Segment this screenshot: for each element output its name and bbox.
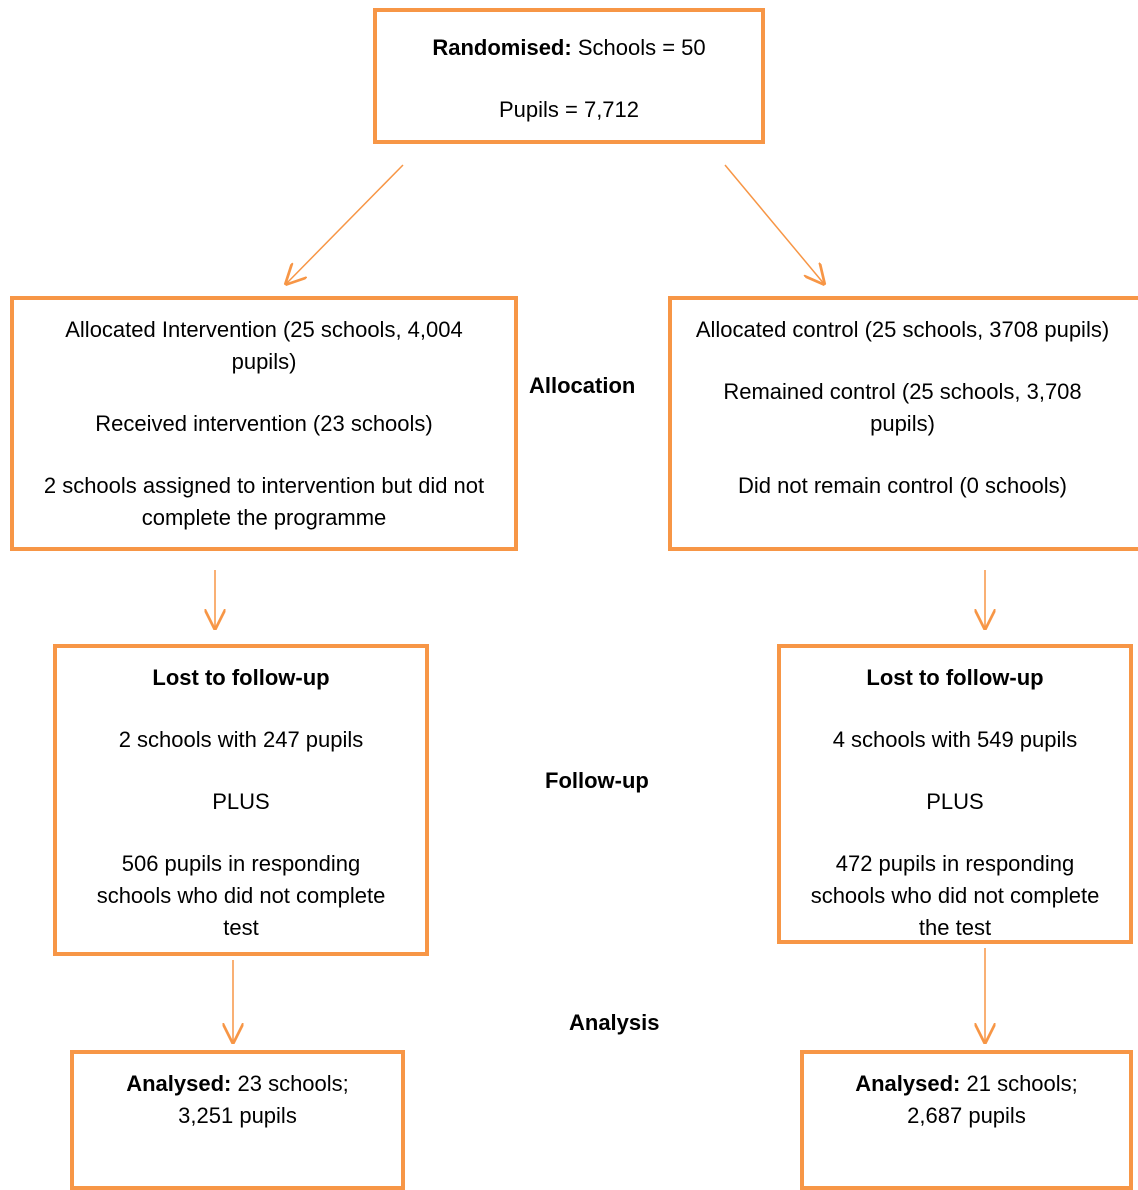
stage-label: Follow-up — [545, 768, 649, 793]
text: 23 schools; 3,251 pupils — [178, 1071, 349, 1128]
text: Pupils = 7,712 — [498, 97, 640, 122]
text: 2 schools assigned to intervention but d… — [43, 473, 485, 530]
intervention-allocation-box: Allocated Intervention (25 schools, 4,00… — [10, 296, 518, 551]
arrows — [0, 164, 1138, 1044]
text: Remained control (25 schools, 3,708 pupi… — [723, 379, 1082, 436]
text: Schools = 50 — [577, 35, 706, 60]
label: Randomised: — [432, 35, 572, 60]
label: Analysed: — [126, 1071, 232, 1096]
intervention-analysis-box: Analysed: 23 schools; 3,251 pupils — [70, 1050, 405, 1190]
title: Lost to follow-up — [152, 665, 330, 690]
control-allocation-box: Allocated control (25 schools, 3708 pupi… — [668, 296, 1138, 551]
arrow — [724, 164, 825, 285]
text: PLUS — [212, 789, 270, 814]
control-followup-box: Lost to follow-up 4 schools with 549 pup… — [777, 644, 1133, 944]
text: 4 schools with 549 pupils — [832, 727, 1078, 752]
text: 472 pupils in responding schools who did… — [810, 851, 1100, 940]
text: 2 schools with 247 pupils — [118, 727, 364, 752]
stage-label: Analysis — [569, 1010, 660, 1035]
stage-label: Allocation — [529, 373, 636, 398]
arrow — [285, 164, 404, 285]
text: Allocated control (25 schools, 3708 pupi… — [695, 317, 1110, 342]
title: Lost to follow-up — [866, 665, 1044, 690]
text: 506 pupils in responding schools who did… — [96, 851, 386, 940]
randomised-box: Randomised: Schools = 50 Pupils = 7,712 — [373, 8, 765, 144]
text: Allocated Intervention (25 schools, 4,00… — [65, 317, 463, 374]
text: Received intervention (23 schools) — [95, 411, 433, 436]
page: Randomised: Schools = 50 Pupils = 7,712 … — [0, 8, 1138, 1190]
label: Analysed: — [855, 1071, 961, 1096]
text: Did not remain control (0 schools) — [738, 473, 1067, 498]
intervention-followup-box: Lost to follow-up 2 schools with 247 pup… — [53, 644, 429, 956]
text: 21 schools; 2,687 pupils — [907, 1071, 1078, 1128]
text: PLUS — [926, 789, 984, 814]
control-analysis-box: Analysed: 21 schools; 2,687 pupils — [800, 1050, 1133, 1190]
